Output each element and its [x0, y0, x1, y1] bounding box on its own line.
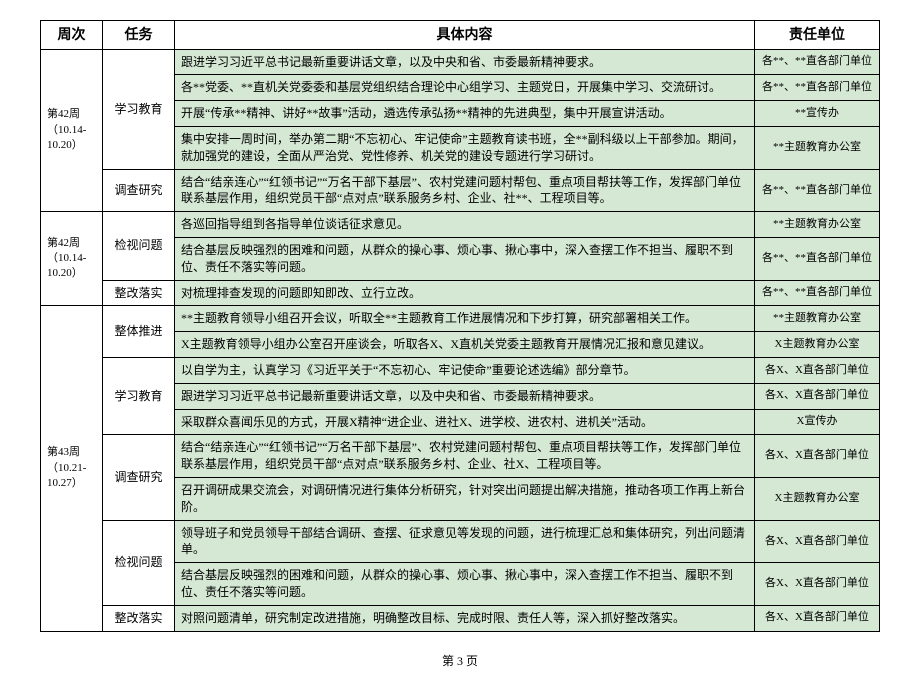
content-cell: 以自学为主，认真学习《习近平关于“不忘初心、牢记使命”重要论述选编》部分章节。: [175, 357, 755, 383]
content-cell: 结合“结亲连心”“红领书记”“万名干部下基层”、农村党建问题村帮包、重点项目帮扶…: [175, 435, 755, 478]
unit-cell: 各**、**直各部门单位: [755, 75, 880, 101]
table-row: 检视问题领导班子和党员领导干部结合调研、查摆、征求意见等发现的问题，进行梳理汇总…: [41, 520, 880, 563]
table-row: 第42周（10.14-10.20）检视问题各巡回指导组到各指导单位谈话征求意见。…: [41, 212, 880, 238]
unit-cell: 各**、**直各部门单位: [755, 49, 880, 75]
unit-cell: 各X、X直各部门单位: [755, 605, 880, 631]
content-cell: 召开调研成果交流会，对调研情况进行集体分析研究，针对突出问题提出解决措施，推动各…: [175, 477, 755, 520]
content-cell: 结合“结亲连心”“红领书记”“万名干部下基层”、农村党建问题村帮包、重点项目帮扶…: [175, 169, 755, 212]
content-cell: 集中安排一周时间，举办第二期“不忘初心、牢记使命”主题教育读书班，全**副科级以…: [175, 126, 755, 169]
table-row: 调查研究结合“结亲连心”“红领书记”“万名干部下基层”、农村党建问题村帮包、重点…: [41, 169, 880, 212]
task-cell: 学习教育: [103, 49, 175, 169]
unit-cell: 各X、X直各部门单位: [755, 563, 880, 606]
unit-cell: **主题教育办公室: [755, 306, 880, 332]
content-cell: **主题教育领导小组召开会议，听取全**主题教育工作进展情况和下步打算，研究部署…: [175, 306, 755, 332]
table-row: 调查研究结合“结亲连心”“红领书记”“万名干部下基层”、农村党建问题村帮包、重点…: [41, 435, 880, 478]
content-cell: 对梳理排查发现的问题即知即改、立行立改。: [175, 280, 755, 306]
week-cell: 第42周（10.14-10.20）: [41, 49, 103, 212]
task-cell: 整改落实: [103, 605, 175, 631]
table-row: 整改落实对照问题清单，研究制定改进措施，明确整改目标、完成时限、责任人等，深入抓…: [41, 605, 880, 631]
col-week: 周次: [41, 21, 103, 50]
unit-cell: 各**、**直各部门单位: [755, 237, 880, 280]
unit-cell: X宣传办: [755, 409, 880, 435]
unit-cell: X主题教育办公室: [755, 332, 880, 358]
content-cell: X主题教育领导小组办公室召开座谈会，听取各X、X直机关党委主题教育开展情况汇报和…: [175, 332, 755, 358]
schedule-table: 周次 任务 具体内容 责任单位 第42周（10.14-10.20）学习教育跟进学…: [40, 20, 880, 632]
week-cell: 第42周（10.14-10.20）: [41, 212, 103, 306]
table-row: 第42周（10.14-10.20）学习教育跟进学习习近平总书记最新重要讲话文章，…: [41, 49, 880, 75]
table-header-row: 周次 任务 具体内容 责任单位: [41, 21, 880, 50]
content-cell: 跟进学习习近平总书记最新重要讲话文章，以及中央和省、市委最新精神要求。: [175, 49, 755, 75]
unit-cell: 各X、X直各部门单位: [755, 435, 880, 478]
unit-cell: X主题教育办公室: [755, 477, 880, 520]
table-row: 第43周（10.21-10.27）整体推进**主题教育领导小组召开会议，听取全*…: [41, 306, 880, 332]
task-cell: 学习教育: [103, 357, 175, 434]
content-cell: 跟进学习习近平总书记最新重要讲话文章，以及中央和省、市委最新精神要求。: [175, 383, 755, 409]
task-cell: 调查研究: [103, 169, 175, 212]
table-row: 整改落实对梳理排查发现的问题即知即改、立行立改。各**、**直各部门单位: [41, 280, 880, 306]
unit-cell: 各**、**直各部门单位: [755, 169, 880, 212]
page-footer: 第 3 页: [40, 652, 880, 669]
unit-cell: **主题教育办公室: [755, 126, 880, 169]
content-cell: 结合基层反映强烈的困难和问题，从群众的操心事、烦心事、揪心事中，深入查摆工作不担…: [175, 237, 755, 280]
unit-cell: **宣传办: [755, 101, 880, 127]
unit-cell: 各X、X直各部门单位: [755, 520, 880, 563]
unit-cell: 各X、X直各部门单位: [755, 357, 880, 383]
content-cell: 领导班子和党员领导干部结合调研、查摆、征求意见等发现的问题，进行梳理汇总和集体研…: [175, 520, 755, 563]
table-row: 学习教育以自学为主，认真学习《习近平关于“不忘初心、牢记使命”重要论述选编》部分…: [41, 357, 880, 383]
task-cell: 整改落实: [103, 280, 175, 306]
task-cell: 检视问题: [103, 520, 175, 605]
unit-cell: 各**、**直各部门单位: [755, 280, 880, 306]
content-cell: 开展“传承**精神、讲好**故事”活动，遴选传承弘扬**精神的先进典型，集中开展…: [175, 101, 755, 127]
col-unit: 责任单位: [755, 21, 880, 50]
col-content: 具体内容: [175, 21, 755, 50]
task-cell: 整体推进: [103, 306, 175, 358]
week-cell: 第43周（10.21-10.27）: [41, 306, 103, 631]
task-cell: 检视问题: [103, 212, 175, 280]
content-cell: 结合基层反映强烈的困难和问题，从群众的操心事、烦心事、揪心事中，深入查摆工作不担…: [175, 563, 755, 606]
task-cell: 调查研究: [103, 435, 175, 520]
col-task: 任务: [103, 21, 175, 50]
content-cell: 各巡回指导组到各指导单位谈话征求意见。: [175, 212, 755, 238]
content-cell: 各**党委、**直机关党委委和基层党组织结合理论中心组学习、主题党日，开展集中学…: [175, 75, 755, 101]
unit-cell: 各X、X直各部门单位: [755, 383, 880, 409]
content-cell: 对照问题清单，研究制定改进措施，明确整改目标、完成时限、责任人等，深入抓好整改落…: [175, 605, 755, 631]
unit-cell: **主题教育办公室: [755, 212, 880, 238]
content-cell: 采取群众喜闻乐见的方式，开展X精神“进企业、进社X、进学校、进农村、进机关”活动…: [175, 409, 755, 435]
